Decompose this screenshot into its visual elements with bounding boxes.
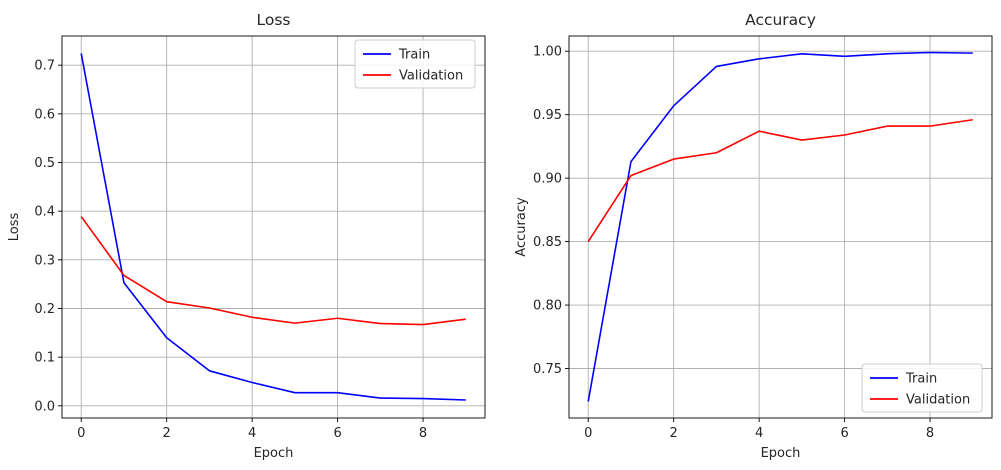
legend-frame [861,363,983,413]
x-tick-label: 4 [755,426,763,441]
y-tick-label: 0.0 [34,399,55,414]
y-tick-label: 0.90 [533,172,562,187]
x-tick-label: 0 [77,426,85,441]
x-tick-label: 8 [926,426,934,441]
y-tick-label: 0.85 [533,235,562,250]
y-tick-label: 0.4 [34,205,55,220]
plot-frame [568,35,993,419]
chart-title: Loss [257,11,291,29]
y-tick-label: 0.95 [533,108,562,123]
x-axis-label: Epoch [761,446,801,461]
y-tick-label: 0.2 [34,302,55,317]
y-axis-label: Accuracy [514,197,529,257]
legend-frame [354,39,476,89]
series-line-train [587,51,973,402]
legend-label-validation: Validation [906,393,970,408]
legend: Train Validation [861,363,983,413]
y-tick-label: 0.75 [533,362,562,377]
y-tick-label: 0.1 [34,351,55,366]
legend-label-validation: Validation [399,69,463,84]
y-axis-label: Loss [7,213,22,242]
y-tick-label: 0.7 [34,59,55,74]
x-tick-label: 8 [419,426,427,441]
x-tick-label: 6 [333,426,341,441]
series-line-train [80,53,466,401]
plot-frame [61,35,486,419]
x-axis-label: Epoch [254,446,294,461]
x-tick-label: 2 [163,426,171,441]
y-tick-label: 0.5 [34,156,55,171]
y-tick-label: 0.3 [34,253,55,268]
y-tick-label: 0.6 [34,107,55,122]
y-tick-label: 1.00 [533,45,562,60]
series-line-validation [80,216,466,326]
y-tick-label: 0.80 [533,299,562,314]
legend-label-train: Train [905,372,937,387]
x-tick-label: 4 [248,426,256,441]
chart-title: Accuracy [745,11,816,29]
chart-accuracy: 0 2 4 6 8 0.75 0.80 0.85 0.90 0.95 1.00 Accuracy Epo… [514,11,993,461]
legend: Train Validation [354,39,476,89]
x-tick-label: 6 [840,426,848,441]
chart-loss: 0 2 4 6 8 0.0 0.1 0.2 0.3 0.4 0.5 0.6 0.7 Loss Epoch Lo… [7,11,486,461]
series-line-validation [587,118,973,243]
legend-label-train: Train [398,48,430,63]
x-tick-label: 2 [670,426,678,441]
x-tick-label: 0 [584,426,592,441]
